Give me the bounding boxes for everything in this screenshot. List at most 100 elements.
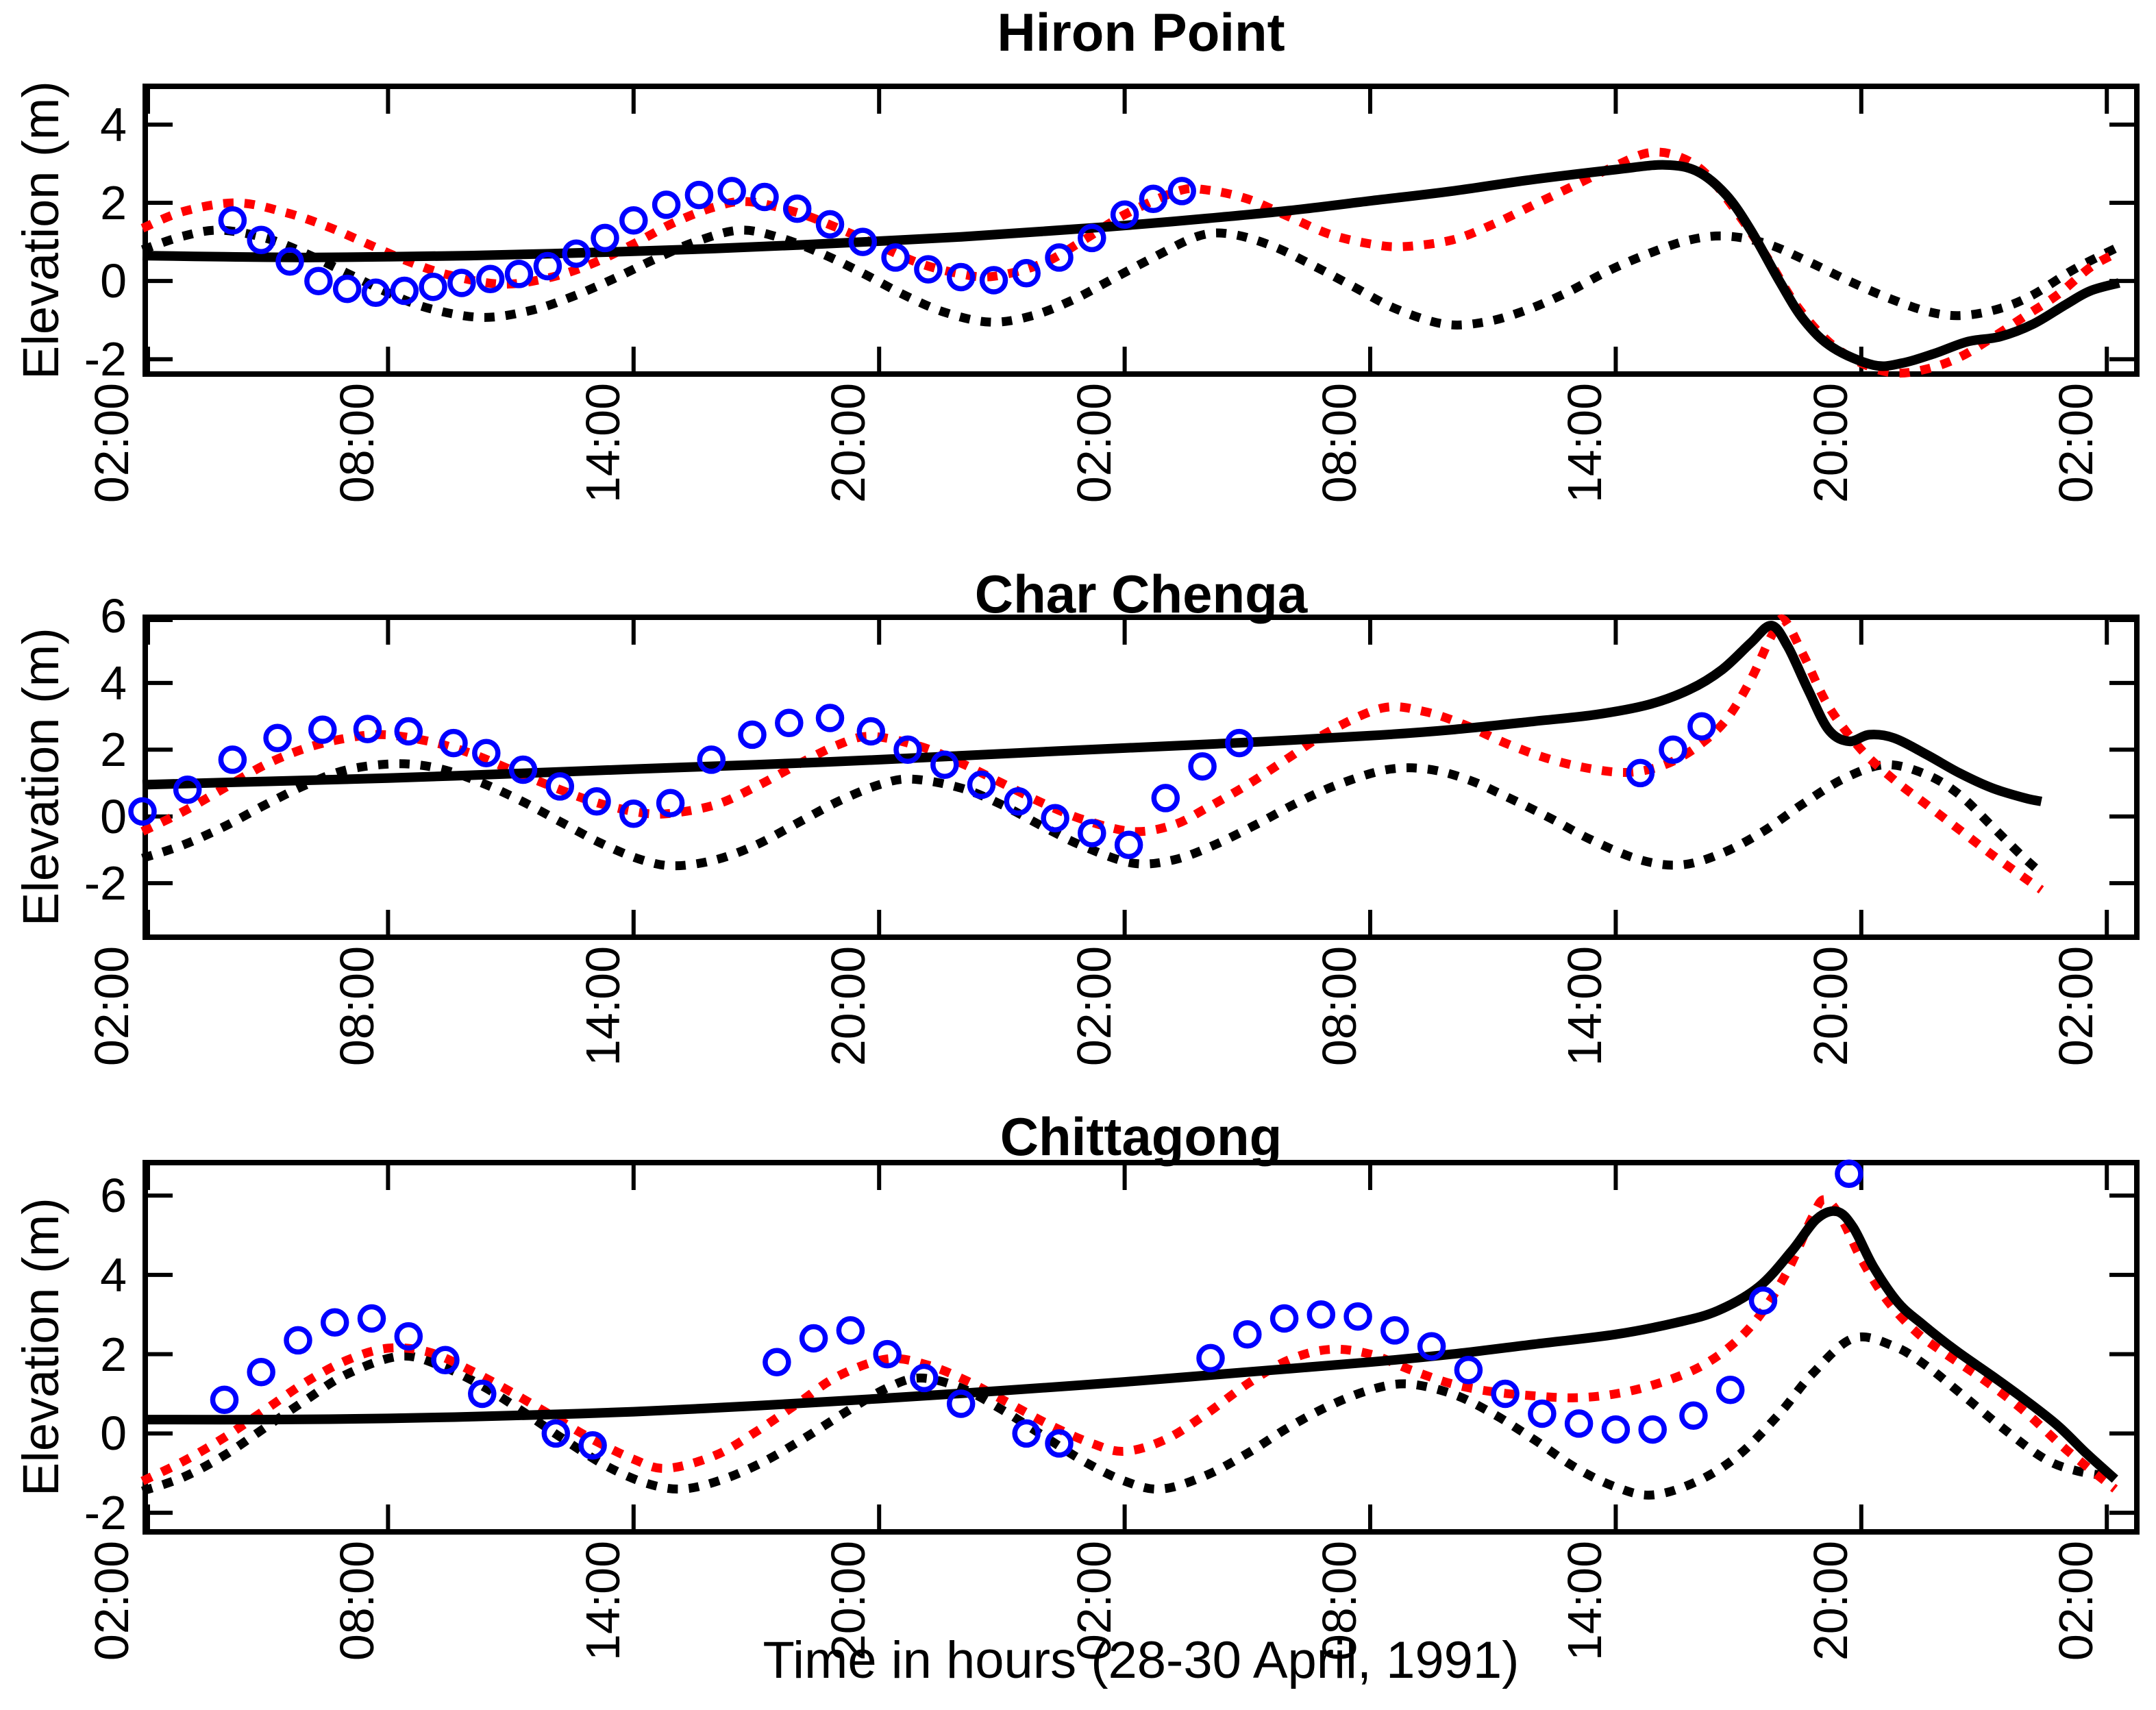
observed-data-point <box>815 704 845 732</box>
observed-data-point <box>475 264 505 294</box>
observed-data-point <box>128 797 157 826</box>
surge-solid-black-line <box>142 621 2043 806</box>
observed-data-point <box>1748 1286 1778 1315</box>
observed-data-point <box>717 177 746 206</box>
x-tick-label: 08:00 <box>1313 383 1366 504</box>
observed-data-point <box>893 735 922 765</box>
x-tick-label: 14:00 <box>1558 1541 1612 1661</box>
observed-data-point <box>1269 1304 1299 1333</box>
observed-data-point <box>308 715 337 744</box>
observed-data-point <box>1188 752 1217 781</box>
tide-dotted-black-line <box>140 759 2044 877</box>
observed-data-point <box>541 1419 571 1448</box>
y-tick-label: 2 <box>100 176 127 230</box>
observed-data-point <box>284 1326 312 1355</box>
observed-data-point <box>1225 728 1254 758</box>
observed-data-point <box>320 1308 349 1337</box>
x-tick-label: 08:00 <box>1313 1541 1366 1661</box>
observed-data-point <box>1564 1409 1594 1438</box>
observed-data-point <box>775 708 804 738</box>
x-tick-label: 14:00 <box>1558 946 1612 1067</box>
observed-data-point <box>656 789 685 818</box>
observed-data-point <box>508 755 538 784</box>
observed-data-point <box>439 728 468 758</box>
observed-data-point <box>1528 1399 1557 1428</box>
observed-data-point <box>357 1304 386 1333</box>
observed-data-point <box>1012 1419 1041 1448</box>
observed-data-point <box>263 723 292 753</box>
observed-data-point <box>848 227 878 256</box>
observed-data-point <box>304 267 333 295</box>
observed-data-point <box>1151 784 1180 813</box>
observed-data-point <box>1078 819 1106 847</box>
x-tick-label: 02:00 <box>2049 946 2103 1067</box>
observed-data-point <box>275 247 304 276</box>
observed-data-point <box>218 745 247 774</box>
observed-data-point <box>815 210 845 239</box>
observed-data-point <box>738 720 767 749</box>
observed-data-point <box>591 223 619 253</box>
x-tick-label: 20:00 <box>821 1541 876 1661</box>
observed-data-point <box>1380 1316 1409 1345</box>
surge-solid-black-line <box>142 1206 2118 1483</box>
plot-area-char-chenga <box>128 615 2140 940</box>
model-dotted-red-line <box>140 615 2044 894</box>
x-tick-label: 08:00 <box>1313 946 1366 1067</box>
observed-data-point <box>472 739 501 767</box>
x-tick-label: 20:00 <box>1803 383 1857 504</box>
y-tick-label: -2 <box>84 332 127 386</box>
observed-data-point <box>353 715 382 743</box>
observed-data-point <box>967 770 996 800</box>
y-axis-label: Elevation (m) <box>12 81 69 380</box>
model-dotted-red-line <box>140 1195 2118 1493</box>
plot-area-chittagong <box>140 1159 2140 1535</box>
observed-data-point <box>697 745 726 774</box>
observed-data-point <box>1306 1300 1336 1329</box>
x-tick-label: 08:00 <box>330 1541 384 1661</box>
x-tick-label: 02:00 <box>2049 383 2103 504</box>
x-tick-label: 14:00 <box>575 1541 630 1661</box>
observed-data-point <box>562 239 591 268</box>
observed-data-point <box>431 1346 460 1375</box>
y-tick-label: 4 <box>100 656 127 710</box>
observed-data-point <box>881 243 910 272</box>
plot-area-hiron-point <box>140 84 2140 378</box>
x-tick-label: 20:00 <box>1803 1541 1857 1661</box>
y-tick-label: 0 <box>100 1407 127 1461</box>
observed-data-point <box>1638 1415 1667 1444</box>
observed-data-point <box>390 276 419 306</box>
observed-data-point <box>979 266 1008 295</box>
observed-data-point <box>1454 1356 1483 1385</box>
x-tick-label: 14:00 <box>1558 383 1612 504</box>
observed-data-point <box>1012 259 1041 288</box>
observed-data-point <box>1233 1319 1262 1349</box>
y-tick-label: -2 <box>84 856 127 910</box>
observed-data-point <box>1045 1429 1074 1458</box>
y-tick-label: 0 <box>100 254 127 308</box>
observed-data-point <box>1626 758 1655 788</box>
observed-data-point <box>173 776 202 804</box>
observed-data-point <box>782 194 812 223</box>
observed-data-point <box>1835 1159 1863 1189</box>
observed-data-point <box>1114 830 1143 859</box>
observed-data-point <box>1167 177 1196 206</box>
observed-data-point <box>1196 1343 1225 1373</box>
observed-data-point <box>750 182 779 212</box>
x-tick-label: 20:00 <box>821 946 876 1067</box>
x-tick-label: 02:00 <box>85 1541 138 1661</box>
observed-data-point <box>946 262 976 292</box>
observed-data-point <box>1491 1379 1520 1409</box>
observed-data-point <box>856 717 886 746</box>
observed-data-point <box>1041 804 1069 832</box>
x-tick-label: 14:00 <box>575 946 630 1067</box>
y-tick-label: -2 <box>84 1486 127 1540</box>
observed-data-point <box>218 206 247 235</box>
observed-data-point <box>447 269 476 297</box>
observed-data-point <box>914 255 943 284</box>
observed-data-point <box>247 1357 275 1387</box>
y-tick-label: 2 <box>100 723 127 777</box>
x-tick-label: 02:00 <box>1067 946 1121 1067</box>
observed-data-point <box>533 251 562 281</box>
observed-data-point <box>1715 1375 1745 1404</box>
